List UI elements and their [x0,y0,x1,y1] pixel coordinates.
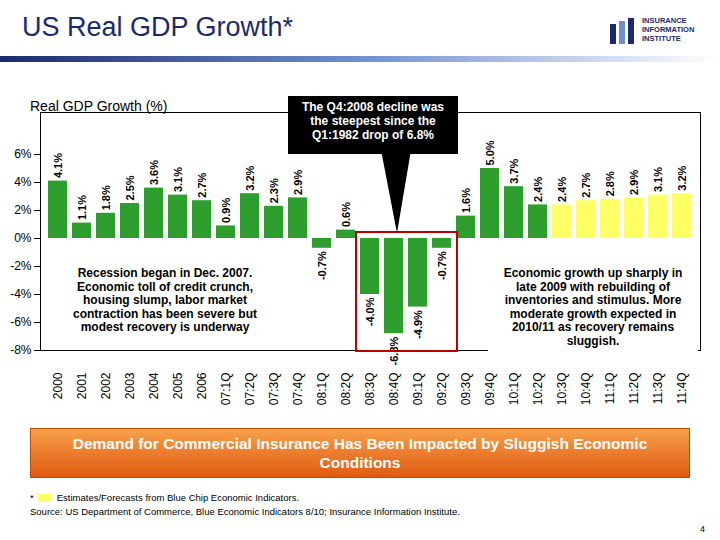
svg-text:0.9%: 0.9% [220,198,232,223]
svg-text:5.0%: 5.0% [484,140,496,165]
svg-text:0.6%: 0.6% [340,202,352,227]
svg-text:2.4%: 2.4% [532,177,544,202]
svg-text:0%: 0% [14,231,32,245]
html-text:US Real GDP Growth*: US Real GDP Growth* [22,12,294,42]
svg-text:3.1%: 3.1% [652,167,664,192]
svg-text:4.1%: 4.1% [52,153,64,178]
svg-text:-8%: -8% [10,343,32,357]
svg-text:2000: 2000 [51,372,65,399]
svg-text:11:1Q: 11:1Q [603,373,617,405]
svg-text:10:2Q: 10:2Q [531,373,545,406]
svg-text:08:1Q: 08:1Q [315,373,329,406]
svg-text:3.6%: 3.6% [148,160,160,185]
svg-text:1.1%: 1.1% [76,195,88,220]
svg-text:2005: 2005 [171,372,185,399]
svg-text:3.2%: 3.2% [244,165,256,190]
svg-text:2.9%: 2.9% [628,170,640,195]
svg-text:-4.9%: -4.9% [412,310,424,339]
svg-text:4%: 4% [14,175,32,189]
svg-text:10:4Q: 10:4Q [579,373,593,406]
svg-text:09:3Q: 09:3Q [459,373,473,406]
svg-text:2.7%: 2.7% [196,172,208,197]
html-text:INFORMATION: INFORMATION [642,25,695,34]
svg-text:09:2Q: 09:2Q [435,373,449,406]
svg-text:08:4Q: 08:4Q [387,373,401,406]
svg-text:-6%: -6% [10,315,32,329]
html-text:Economic growth up sharply in: Economic growth up sharply in late 2009 … [503,266,683,348]
html-text:Real GDP Growth (%): Real GDP Growth (%) [30,98,168,114]
svg-text:6%: 6% [14,147,32,161]
svg-text:2001: 2001 [75,372,89,399]
svg-text:09:4Q: 09:4Q [483,373,497,406]
svg-text:3.2%: 3.2% [676,165,688,190]
html-text:Source: US Department of Comme: Source: US Department of Commerce, Blue … [30,506,460,517]
svg-text:2.9%: 2.9% [292,170,304,195]
svg-text:10:3Q: 10:3Q [555,373,569,406]
svg-text:07:2Q: 07:2Q [243,373,257,406]
svg-text:2.8%: 2.8% [604,171,616,196]
html-text:Demand for Commercial Insuranc: Demand for Commercial Insurance Has Been… [72,435,648,471]
svg-text:07:3Q: 07:3Q [267,373,281,406]
svg-text:07:1Q: 07:1Q [219,373,233,406]
svg-text:09:1Q: 09:1Q [411,373,425,406]
svg-text:-0.7%: -0.7% [316,251,328,280]
svg-text:-2%: -2% [10,259,32,273]
svg-text:07:4Q: 07:4Q [291,373,305,406]
html-text:INSTITUTE: INSTITUTE [642,34,681,43]
svg-text:10:1Q: 10:1Q [507,373,521,406]
svg-text:-6.8%: -6.8% [388,336,400,365]
svg-text:-0.7%: -0.7% [436,251,448,280]
svg-text:2.4%: 2.4% [556,177,568,202]
svg-text:2%: 2% [14,203,32,217]
html-text:Estimates/Forecasts from Blue: Estimates/Forecasts from Blue Chip Econo… [56,492,299,503]
svg-text:3.7%: 3.7% [508,158,520,183]
html-text:Recession began in Dec. 2007.: Recession began in Dec. 2007. Economic t… [73,266,257,334]
svg-text:2002: 2002 [99,372,113,399]
svg-text:2006: 2006 [195,372,209,399]
svg-text:2.7%: 2.7% [580,172,592,197]
svg-text:2004: 2004 [147,372,161,399]
svg-text:11:4Q: 11:4Q [675,373,689,405]
svg-text:11:3Q: 11:3Q [651,373,665,405]
svg-text:2.3%: 2.3% [268,178,280,203]
svg-text:2003: 2003 [123,372,137,399]
svg-text:11:2Q: 11:2Q [627,373,641,405]
svg-text:1.8%: 1.8% [100,185,112,210]
svg-text:08:2Q: 08:2Q [339,373,353,406]
svg-text:2.5%: 2.5% [124,175,136,200]
svg-text:1.6%: 1.6% [460,188,472,213]
html-text:INSURANCE: INSURANCE [642,16,687,25]
html-text:4: 4 [700,524,705,534]
svg-text:3.1%: 3.1% [172,167,184,192]
html-text:The Q4:2008 decline was the st: The Q4:2008 decline was the steepest sin… [302,100,444,142]
svg-text:08:3Q: 08:3Q [363,373,377,406]
svg-text:-4%: -4% [10,287,32,301]
svg-text:-4.0%: -4.0% [364,297,376,326]
